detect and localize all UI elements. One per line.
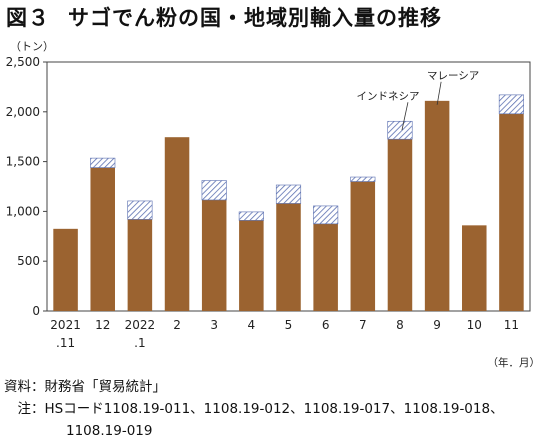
bar-malaysia [387, 139, 413, 311]
bar-malaysia [499, 113, 524, 312]
bar-indonesia [498, 94, 524, 115]
x-tick-label: 10 [467, 318, 482, 332]
y-tick-label: 1,000 [6, 204, 40, 218]
figure-number: 図３ [6, 6, 50, 30]
bar-indonesia [387, 120, 413, 140]
bar-malaysia [462, 225, 487, 311]
note-text-continued: 1108.19-019 [66, 423, 153, 439]
x-tick-label: .1 [134, 336, 145, 350]
bar-malaysia [53, 228, 78, 311]
figure-title: サゴでん粉の国・地域別輸入量の推移 [68, 6, 442, 30]
note-line: 注： HSコード1108.19-011、1108.19-012、1108.19-0… [4, 398, 504, 420]
chart-title: 図３ サゴでん粉の国・地域別輸入量の推移 [6, 2, 442, 32]
bar-malaysia [276, 203, 301, 311]
bar-indonesia [350, 176, 376, 182]
bar-indonesia [275, 184, 302, 204]
bar-indonesia [238, 211, 264, 221]
x-tick-label: 12 [95, 318, 110, 332]
x-tick-label: 2022 [125, 318, 156, 332]
bar-malaysia [424, 100, 450, 312]
x-tick-label: 4 [248, 318, 256, 332]
bar-malaysia [313, 223, 338, 311]
x-tick-label: 8 [396, 318, 404, 332]
source-text: 財務省「貿易統計」 [44, 379, 167, 395]
x-tick-label: 6 [322, 318, 330, 332]
y-axis-unit-label: （トン） [10, 40, 54, 53]
y-tick-label: 2,000 [6, 105, 40, 119]
x-tick-label: 2021 [50, 318, 81, 332]
bar-malaysia [90, 167, 115, 311]
bar-indonesia [127, 200, 153, 220]
bar-malaysia [201, 199, 227, 311]
x-tick-label: 5 [285, 318, 293, 332]
note-label: 注： [4, 401, 45, 417]
y-tick-label: 0 [32, 304, 40, 318]
source-label: 資料： [4, 379, 45, 395]
bar-indonesia [90, 157, 116, 168]
y-tick-label: 500 [17, 254, 40, 268]
bar-malaysia [164, 137, 190, 311]
bar-malaysia [239, 220, 264, 311]
bar-malaysia [350, 181, 376, 311]
annotation-label: マレーシア [427, 70, 479, 82]
x-tick-label: 9 [433, 318, 441, 332]
source-line: 資料： 財務省「貿易統計」 [4, 376, 504, 398]
x-axis-unit-label: （年．月） [488, 356, 541, 369]
x-tick-label: 11 [504, 318, 519, 332]
annotation-label: インドネシア [356, 90, 419, 102]
bar-indonesia [201, 180, 227, 201]
bar-indonesia [313, 205, 339, 225]
y-tick-label: 2,500 [6, 55, 40, 69]
x-tick-label: 2 [173, 318, 181, 332]
bar-malaysia [127, 219, 153, 311]
annotation-leader-line [401, 102, 409, 131]
x-tick-label: .11 [56, 336, 75, 350]
note-text: HSコード1108.19-011、1108.19-012、1108.19-017… [44, 401, 504, 417]
x-tick-label: 7 [359, 318, 367, 332]
annotation-leader-line [436, 81, 442, 105]
notes: 資料： 財務省「貿易統計」 注： HSコード1108.19-011、1108.19-… [4, 376, 504, 442]
y-tick-label: 1,500 [6, 155, 40, 169]
x-tick-label: 3 [210, 318, 218, 332]
